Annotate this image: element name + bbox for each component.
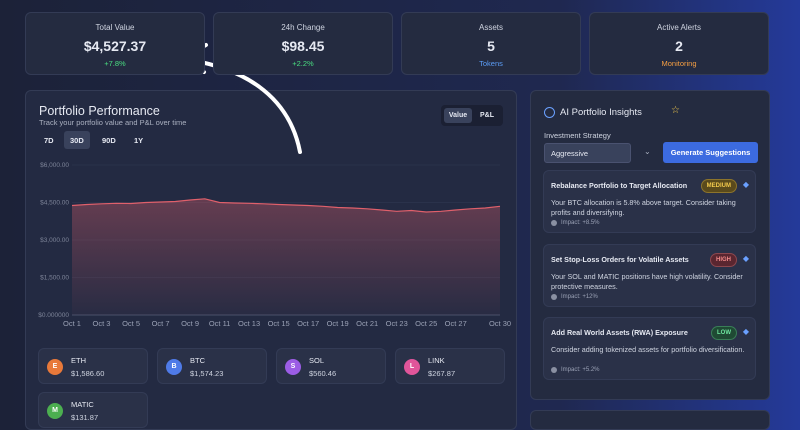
asset-price: $1,574.23 bbox=[190, 369, 224, 378]
stat-sub: +2.2% bbox=[292, 59, 314, 68]
y-tick-label: $4,500.00 bbox=[40, 200, 69, 207]
stat-card: 24h Change $98.45 +2.2% bbox=[213, 12, 393, 75]
x-tick-label: Oct 21 bbox=[356, 319, 378, 328]
stat-value: $4,527.37 bbox=[83, 38, 147, 54]
asset-symbol: LINK bbox=[428, 356, 445, 365]
x-tick-label: Oct 3 bbox=[93, 319, 111, 328]
range-button[interactable]: 90D bbox=[102, 136, 116, 145]
y-tick-label: $6,000.00 bbox=[40, 162, 69, 169]
x-tick-label: Oct 1 bbox=[63, 319, 81, 328]
stat-sub: Tokens bbox=[479, 59, 503, 68]
insight-text: Your BTC allocation is 5.8% above target… bbox=[551, 198, 736, 217]
x-tick-label: Oct 11 bbox=[209, 319, 231, 328]
diamond: ◆ bbox=[742, 327, 749, 336]
x-tick-label: Oct 15 bbox=[268, 319, 290, 328]
panel-title: Portfolio Performance bbox=[39, 104, 160, 118]
stat-sub: +7.8% bbox=[104, 59, 126, 68]
x-tick-label: Oct 5 bbox=[122, 319, 140, 328]
impact: Impact: +5.2% bbox=[561, 367, 600, 373]
asset-icon: B bbox=[166, 359, 182, 375]
insight-title: Set Stop-Loss Orders for Volatile Assets bbox=[551, 254, 689, 264]
asset-icon: S bbox=[285, 359, 301, 375]
asset-symbol: BTC bbox=[190, 356, 205, 365]
asset-symbol: SOL bbox=[309, 356, 325, 365]
asset-symbol: MATIC bbox=[71, 400, 94, 409]
asset-card[interactable]: L LINK $267.87 bbox=[395, 348, 505, 384]
priority-badge: HIGH bbox=[710, 252, 737, 267]
x-tick-label: Oct 19 bbox=[327, 319, 349, 328]
icon bbox=[544, 107, 555, 118]
stat-label: Assets bbox=[478, 23, 503, 32]
impact: Impact: +8.5% bbox=[561, 220, 600, 226]
priority-badge: LOW bbox=[711, 326, 737, 340]
y-tick-label: $0.000000 bbox=[38, 312, 69, 319]
insight-title: Add Real World Assets (RWA) Exposure bbox=[551, 328, 688, 337]
x-tick-label: Oct 25 bbox=[415, 319, 437, 328]
strategy-select[interactable]: Aggressive bbox=[544, 143, 631, 163]
x-tick-label: Oct 30 bbox=[489, 319, 511, 328]
y-tick-label: $1,500.00 bbox=[40, 275, 69, 282]
stat-card: Assets 5 Tokens bbox=[401, 12, 581, 75]
insight-card[interactable]: Rebalance Portfolio to Target Allocation… bbox=[543, 170, 756, 233]
insight-card[interactable]: Add Real World Assets (RWA) Exposure LOW ◆… bbox=[543, 317, 756, 380]
x-tick-label: Oct 13 bbox=[238, 319, 260, 328]
panel-subtitle: Track your portfolio value and P&L over … bbox=[39, 118, 187, 127]
asset-price: $560.46 bbox=[309, 369, 337, 378]
impact: Impact: +12% bbox=[561, 293, 598, 300]
asset-icon: L bbox=[404, 359, 420, 375]
stat-value: 5 bbox=[487, 38, 495, 54]
x-tick-label: Oct 27 bbox=[445, 319, 467, 328]
stat-card: Active Alerts 2 Monitoring bbox=[589, 12, 769, 75]
asset-card[interactable]: M MATIC $131.87 bbox=[38, 392, 148, 428]
diamond: ◆ bbox=[742, 180, 749, 189]
x-tick-label: Oct 7 bbox=[152, 319, 170, 328]
area bbox=[72, 198, 500, 315]
x-tick-label: Oct 23 bbox=[386, 319, 408, 328]
stat-sub: Monitoring bbox=[661, 59, 697, 68]
diamond: ◆ bbox=[742, 253, 749, 263]
range-button[interactable]: 1Y bbox=[134, 136, 144, 145]
chart: $0.000000 $1,500.00 $3,000.00 $4,500.00 $6,0… bbox=[38, 162, 511, 328]
asset-card[interactable]: E ETH $1,586.60 bbox=[38, 348, 148, 384]
priority-badge: MEDIUM bbox=[700, 179, 737, 193]
x-tick-label: Oct 9 bbox=[181, 319, 199, 328]
stat-label: 24h Change bbox=[281, 23, 325, 32]
insight-text: Your SOL and MATIC positions have high v… bbox=[551, 271, 743, 291]
toggle-option[interactable]: Value bbox=[444, 108, 472, 123]
stat-value: 2 bbox=[675, 38, 683, 54]
insights-title: AI Portfolio Insights bbox=[560, 107, 642, 118]
range-buttons: 7D 30D 90D 1Y bbox=[38, 131, 178, 149]
y-tick-label: $3,000.00 bbox=[40, 237, 69, 244]
dot bbox=[551, 293, 557, 300]
asset-price: $1,586.60 bbox=[71, 369, 105, 378]
asset-icon: M bbox=[47, 403, 63, 419]
dot bbox=[551, 220, 557, 226]
line bbox=[71, 198, 501, 213]
star: ☆ bbox=[671, 105, 680, 116]
x-tick-label: Oct 17 bbox=[297, 319, 319, 328]
toggle: Value P&L bbox=[441, 105, 503, 126]
toggle-option[interactable]: P&L bbox=[480, 112, 494, 119]
label: Investment Strategy bbox=[544, 131, 611, 140]
stat-label: Total Value bbox=[95, 23, 135, 32]
insight-card[interactable]: Set Stop-Loss Orders for Volatile Assets… bbox=[543, 243, 756, 307]
insight-title: Rebalance Portfolio to Target Allocation bbox=[551, 181, 688, 190]
asset-icon: E bbox=[47, 359, 63, 375]
generate-button[interactable]: Generate Suggestions bbox=[663, 142, 758, 163]
asset-price: $267.87 bbox=[428, 369, 456, 378]
stat-label: Active Alerts bbox=[656, 23, 701, 32]
insight-text: Consider adding tokenized assets for por… bbox=[551, 345, 745, 354]
asset-card[interactable]: B BTC $1,574.23 bbox=[157, 348, 267, 384]
stat-value: $98.45 bbox=[281, 38, 325, 54]
dot bbox=[551, 367, 557, 373]
chevron: ⌄ bbox=[644, 147, 651, 156]
range-button[interactable]: 30D bbox=[64, 131, 90, 149]
range-button[interactable]: 7D bbox=[44, 136, 54, 145]
asset-card[interactable]: S SOL $560.46 bbox=[276, 348, 386, 384]
asset-symbol: ETH bbox=[71, 356, 86, 365]
stat-card: Total Value $4,527.37 +7.8% bbox=[25, 12, 205, 75]
